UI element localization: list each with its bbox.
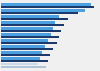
Bar xyxy=(1,30,61,32)
Bar xyxy=(1,24,64,26)
Bar xyxy=(1,36,59,38)
Bar xyxy=(1,18,68,20)
Bar xyxy=(1,9,85,12)
Bar xyxy=(1,45,45,47)
Bar xyxy=(1,66,46,68)
Bar xyxy=(1,21,55,24)
Bar xyxy=(1,63,38,66)
Bar xyxy=(1,57,40,59)
Bar xyxy=(1,3,91,6)
Bar xyxy=(1,60,48,62)
Bar xyxy=(1,48,53,50)
Bar xyxy=(1,33,51,36)
Bar xyxy=(1,27,53,30)
Bar xyxy=(1,39,48,42)
Bar xyxy=(1,54,50,56)
Bar xyxy=(1,12,78,14)
Bar xyxy=(1,51,42,54)
Bar xyxy=(1,6,94,9)
Bar xyxy=(1,15,59,18)
Bar xyxy=(1,42,57,44)
